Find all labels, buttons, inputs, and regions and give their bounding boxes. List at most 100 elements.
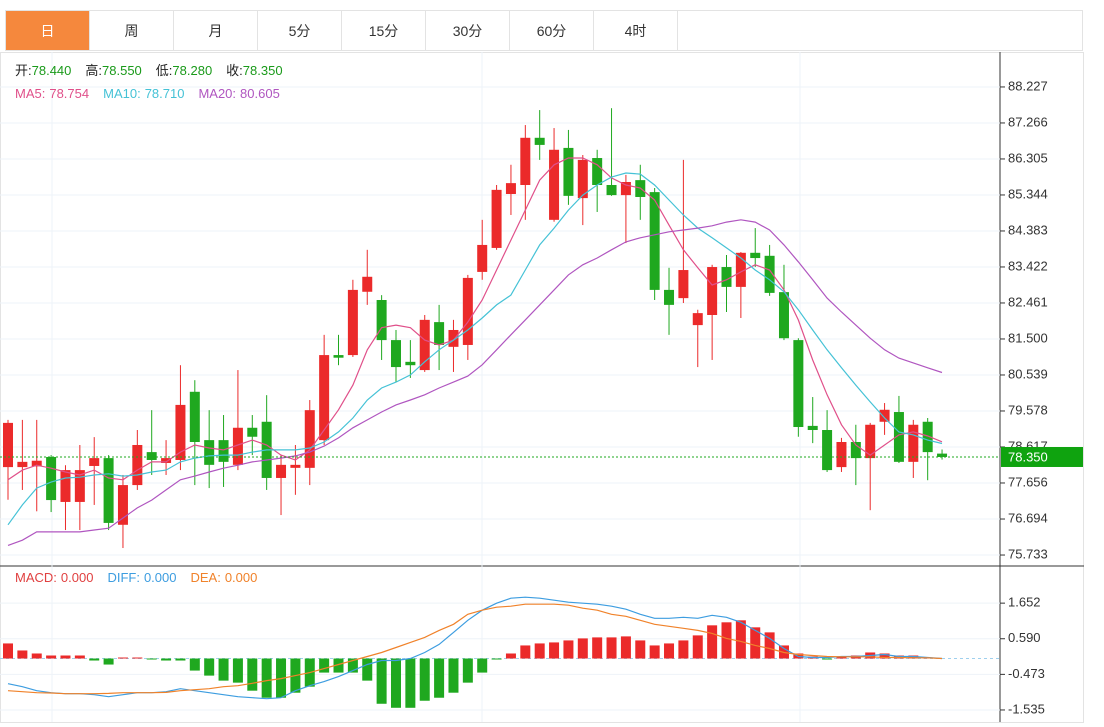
- y-tick-label: 82.461: [1008, 294, 1048, 309]
- candle-body: [434, 322, 445, 345]
- legend-label: MA5:: [15, 86, 45, 101]
- macd-bar: [549, 642, 560, 659]
- macd-bar: [505, 653, 516, 659]
- legend-label: MA20:: [198, 86, 236, 101]
- candle-body: [822, 430, 833, 471]
- macd-bar: [692, 635, 703, 659]
- candle-body: [347, 289, 358, 356]
- period-tab[interactable]: 5分: [258, 11, 342, 50]
- candle-body: [290, 464, 301, 468]
- macd-bar: [750, 627, 761, 659]
- y-tick-label: 86.305: [1008, 150, 1048, 165]
- chart-frame: [0, 52, 1084, 723]
- candle-body: [520, 137, 531, 185]
- ma-line: [7, 219, 943, 546]
- period-tab[interactable]: 月: [174, 11, 258, 50]
- candle-body: [46, 456, 57, 501]
- candle-body: [117, 485, 128, 525]
- candle-body: [376, 300, 387, 341]
- macd-bar: [592, 637, 603, 659]
- macd-bar: [491, 658, 502, 660]
- y-tick-label: 75.733: [1008, 546, 1048, 561]
- period-tab[interactable]: 30分: [426, 11, 510, 50]
- y-tick-label: 87.266: [1008, 114, 1048, 129]
- y-tick-label: 83.422: [1008, 258, 1048, 273]
- candle-body: [161, 458, 172, 463]
- candle-body: [850, 441, 861, 459]
- candle-body: [678, 270, 689, 299]
- macd-bar: [175, 658, 186, 661]
- legend-value: 78.350: [243, 63, 283, 78]
- legend-value: 78.754: [49, 86, 89, 101]
- macd-bar: [649, 645, 660, 659]
- candle-body: [146, 452, 157, 460]
- macd-bar: [347, 658, 358, 673]
- macd-bar: [189, 658, 200, 671]
- candle-body: [908, 424, 919, 462]
- y-tick-label: 1.652: [1008, 595, 1041, 610]
- y-tick-label: 85.344: [1008, 186, 1048, 201]
- legend-value: 78.550: [102, 63, 142, 78]
- candle-body: [893, 412, 904, 462]
- macd-bar: [3, 643, 13, 659]
- macd-bar: [218, 658, 229, 681]
- macd-bar: [89, 658, 100, 661]
- period-tab[interactable]: 日: [6, 11, 90, 50]
- legend-label: 开:: [15, 63, 32, 78]
- period-tab[interactable]: 4时: [594, 11, 678, 50]
- candle-body: [304, 410, 315, 468]
- candle-body: [204, 440, 215, 465]
- period-tab[interactable]: 周: [90, 11, 174, 50]
- legend-value: 80.605: [240, 86, 280, 101]
- macd-line: [7, 603, 943, 695]
- legend-value: 78.280: [172, 63, 212, 78]
- macd-bar: [606, 637, 617, 659]
- macd-bar: [735, 620, 746, 659]
- candle-body: [390, 340, 401, 368]
- candle-body: [735, 252, 746, 287]
- macd-bar: [635, 640, 646, 659]
- macd-bar: [620, 636, 631, 659]
- legend-label: DEA:: [190, 570, 220, 585]
- candle-body: [879, 409, 890, 422]
- candle-body: [89, 458, 100, 466]
- legend: 开:78.440 高:78.550 低:78.280 收:78.350: [15, 63, 283, 78]
- candle-body: [448, 329, 459, 347]
- macd-bar: [405, 658, 416, 708]
- y-tick-label: 81.500: [1008, 330, 1048, 345]
- candle-body: [649, 192, 660, 290]
- legend-label: 高:: [85, 63, 102, 78]
- legend-value: 0.000: [144, 570, 177, 585]
- candle-body: [218, 440, 229, 462]
- macd-bar: [333, 658, 344, 673]
- macd-bar: [707, 625, 718, 659]
- candle-body: [750, 252, 761, 259]
- macd-bar: [60, 655, 71, 659]
- legend-label: 收:: [226, 63, 243, 78]
- macd-bar: [419, 658, 430, 701]
- candle-body: [17, 461, 28, 468]
- candle-body: [865, 424, 876, 459]
- legend-label: 低:: [156, 63, 173, 78]
- legend-value: 0.000: [225, 570, 258, 585]
- candle-body: [836, 441, 847, 468]
- period-tab[interactable]: 15分: [342, 11, 426, 50]
- period-tab[interactable]: 60分: [510, 11, 594, 50]
- macd-bar: [376, 658, 387, 704]
- macd-bar: [462, 658, 473, 683]
- candle-body: [577, 159, 588, 199]
- candle-body: [563, 147, 574, 196]
- legend-label: MACD:: [15, 570, 57, 585]
- candle-body: [692, 313, 703, 326]
- macd-bar: [247, 658, 258, 691]
- legend-label: DIFF:: [107, 570, 140, 585]
- candle-body: [31, 460, 42, 467]
- candle-body: [491, 189, 502, 248]
- macd-bar: [319, 658, 330, 673]
- macd-bar: [764, 632, 775, 659]
- y-tick-label: 79.578: [1008, 402, 1048, 417]
- candle-body: [922, 421, 933, 453]
- macd-bar: [577, 638, 588, 659]
- candle-body: [419, 319, 430, 371]
- macd-bar: [117, 657, 128, 659]
